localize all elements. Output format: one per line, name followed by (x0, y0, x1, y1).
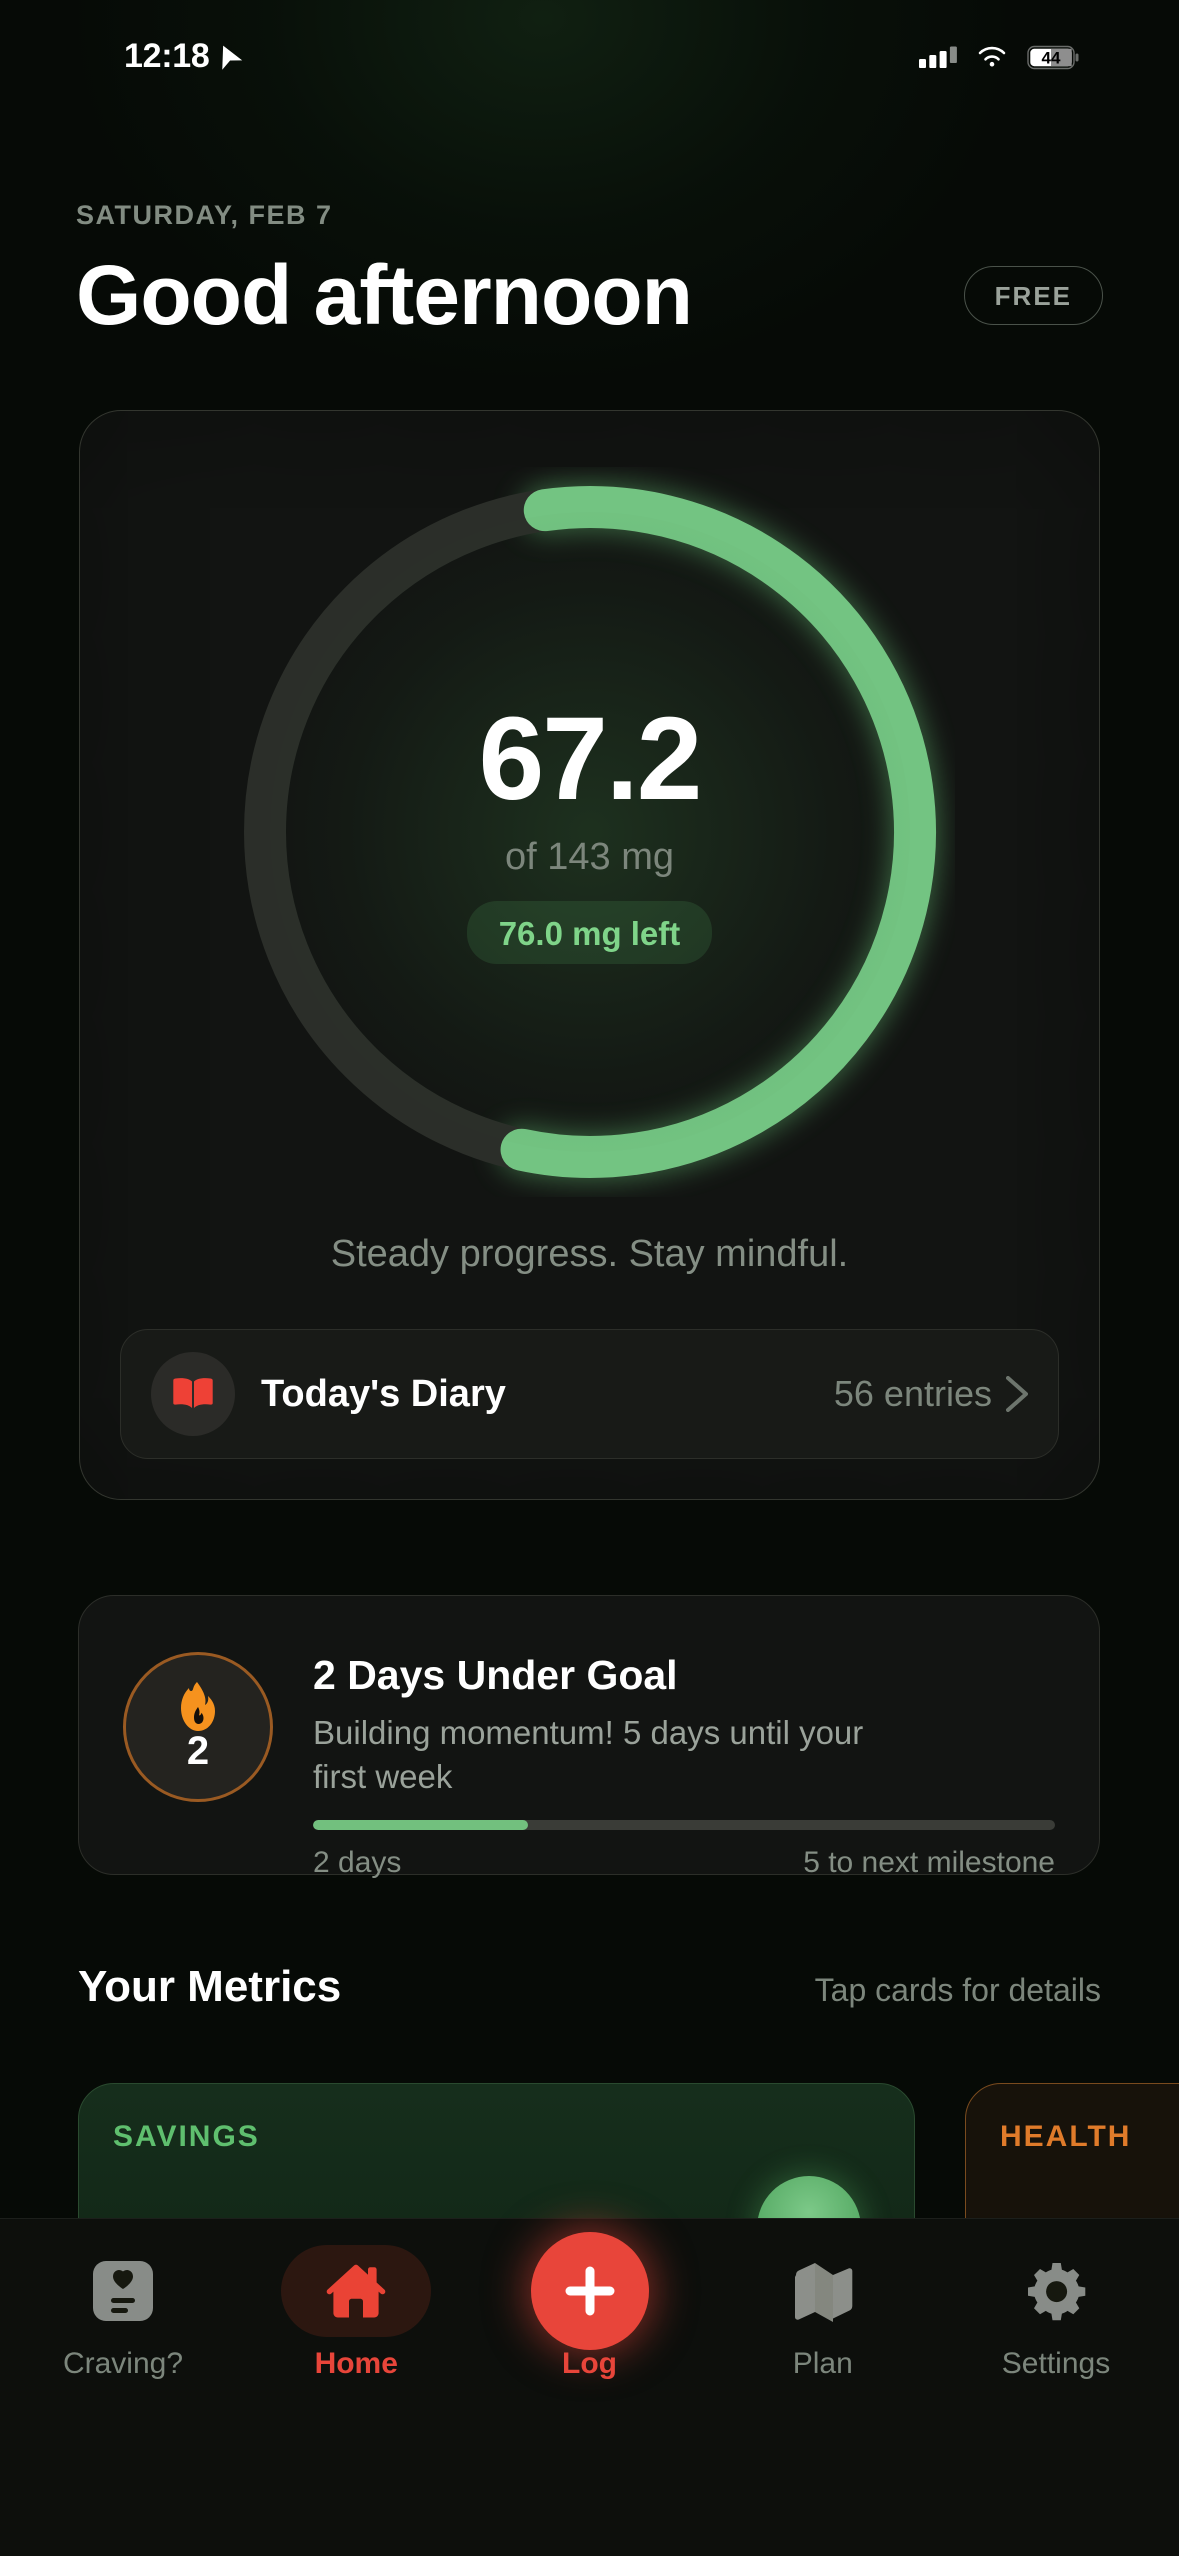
svg-text:44: 44 (1042, 48, 1061, 67)
